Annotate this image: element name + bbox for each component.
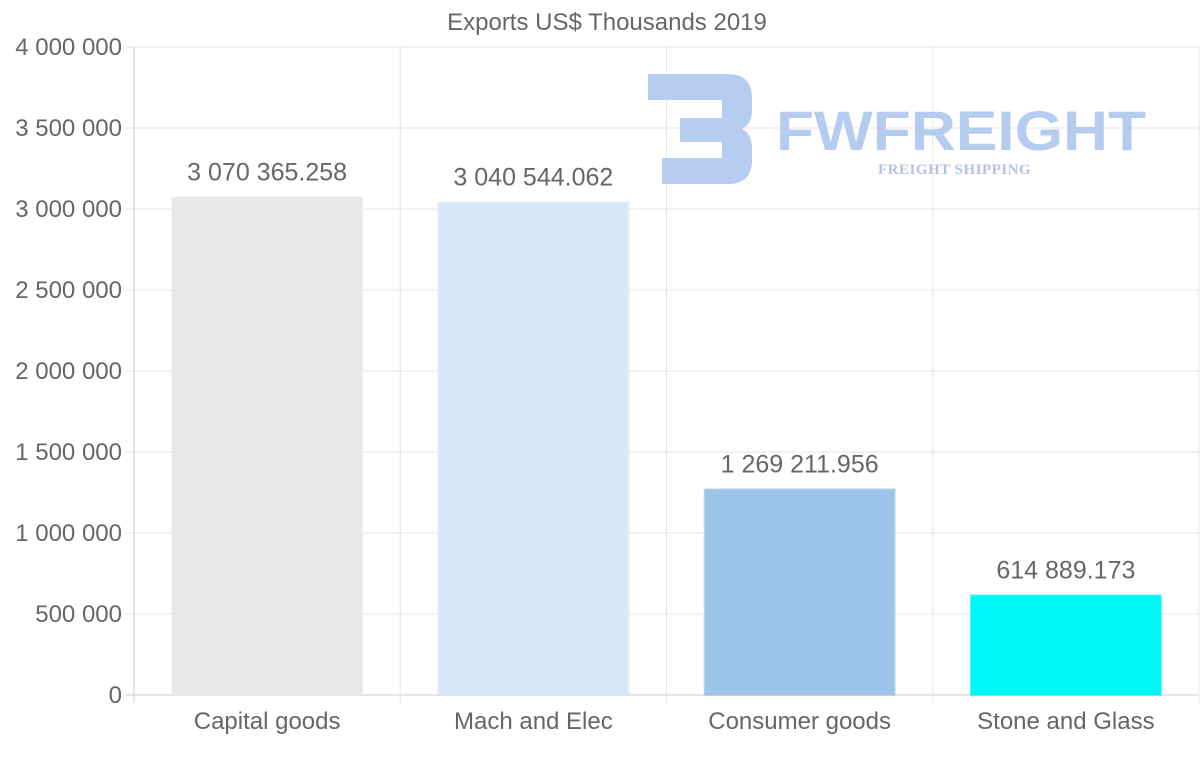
chart-title: Exports US$ Thousands 2019 xyxy=(447,9,767,36)
bar-2 xyxy=(703,488,896,696)
data-labels: 3 070 365.258 3 040 544.062 1 269 211.956 6… xyxy=(187,159,1135,585)
y-tick-label-8: 4 000 000 xyxy=(15,34,122,61)
data-label-1: 3 040 544.062 xyxy=(453,163,613,191)
bar-3 xyxy=(969,594,1162,696)
x-axis-ticks: Capital goods Mach and Elec Consumer goods… xyxy=(194,708,1155,735)
x-tick-label-3: Stone and Glass xyxy=(977,708,1154,735)
bar-1 xyxy=(437,201,630,697)
x-tick-label-1: Mach and Elec xyxy=(454,708,613,735)
x-tick-label-0: Capital goods xyxy=(194,708,341,735)
fwfreight-logo-watermark: FWFREIGHT FREIGHT SHIPPING xyxy=(648,74,1146,184)
data-label-2: 1 269 211.956 xyxy=(721,450,879,478)
y-axis-ticks: 0 500 000 1 000 000 1 500 000 2 000 000 2 500… xyxy=(15,34,122,709)
data-label-0: 3 070 365.258 xyxy=(187,159,347,187)
data-label-3: 614 889.173 xyxy=(996,556,1135,584)
y-tick-label-0: 0 xyxy=(109,682,122,709)
y-tick-label-4: 2 000 000 xyxy=(15,358,122,385)
bar-0 xyxy=(171,196,364,696)
y-tick-label-5: 2 500 000 xyxy=(15,277,122,304)
bars xyxy=(171,196,1162,697)
watermark-brand: FWFREIGHT xyxy=(776,99,1146,162)
y-tick-label-2: 1 000 000 xyxy=(15,520,122,547)
y-tick-label-3: 1 500 000 xyxy=(15,439,122,466)
y-tick-label-7: 3 500 000 xyxy=(15,115,122,142)
y-tick-label-1: 500 000 xyxy=(35,601,122,628)
watermark-tagline: FREIGHT SHIPPING xyxy=(878,162,1031,178)
fwfreight-logo-icon xyxy=(648,74,752,184)
y-tick-label-6: 3 000 000 xyxy=(15,196,122,223)
x-tick-label-2: Consumer goods xyxy=(708,708,891,735)
